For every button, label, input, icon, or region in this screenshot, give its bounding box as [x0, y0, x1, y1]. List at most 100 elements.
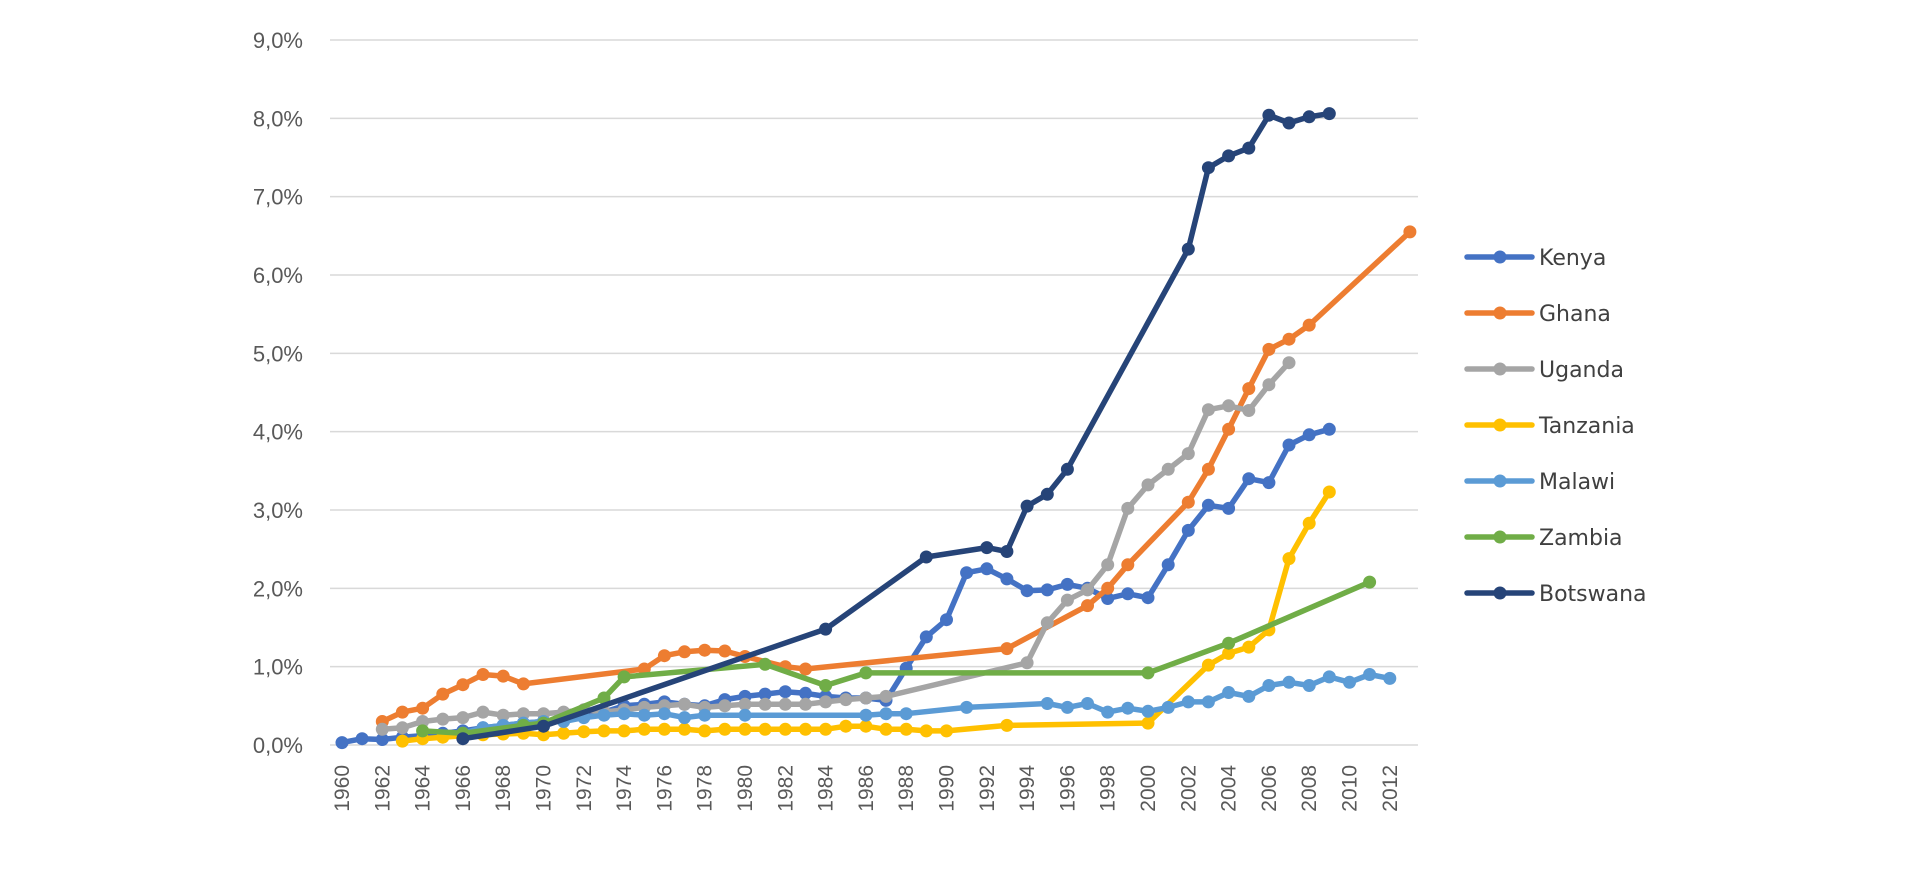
x-tick-label: 1960	[331, 765, 354, 812]
data-point-zambia	[1363, 575, 1377, 589]
data-point-uganda	[516, 707, 530, 721]
data-point-kenya	[1020, 584, 1034, 598]
gridlines	[330, 39, 1418, 746]
x-tick-label: 1990	[936, 765, 959, 812]
data-point-kenya	[758, 687, 772, 701]
legend-marker-ghana	[1493, 306, 1507, 320]
data-point-tanzania	[637, 722, 651, 736]
data-point-tanzania	[1302, 516, 1316, 530]
data-point-kenya	[960, 566, 974, 580]
data-point-uganda	[395, 721, 409, 735]
data-point-malawi	[879, 707, 893, 721]
y-tick-label: 9,0%	[253, 28, 303, 53]
data-point-kenya	[940, 613, 953, 627]
x-tick-label: 1966	[452, 765, 475, 812]
data-point-malawi	[1322, 670, 1336, 684]
data-point-uganda	[1081, 583, 1094, 597]
data-point-tanzania	[879, 722, 893, 736]
data-point-botswana	[1282, 116, 1296, 130]
data-point-uganda	[1101, 558, 1115, 572]
series-line-uganda	[379, 359, 1292, 733]
data-point-tanzania	[859, 719, 873, 733]
series-line-ghana	[379, 229, 1413, 725]
data-point-botswana	[1262, 108, 1276, 122]
data-point-uganda	[496, 708, 510, 722]
y-tick-label: 8,0%	[253, 106, 303, 131]
data-point-tanzania	[718, 722, 732, 736]
data-point-zambia	[1222, 636, 1236, 650]
data-point-botswana	[1020, 499, 1034, 513]
y-tick-label: 7,0%	[253, 185, 303, 210]
x-tick-label: 2010	[1339, 765, 1362, 812]
data-point-uganda	[1262, 378, 1276, 392]
data-point-tanzania	[657, 722, 671, 736]
data-point-tanzania	[778, 722, 792, 736]
data-point-kenya	[919, 630, 933, 644]
data-point-kenya	[1161, 558, 1175, 572]
legend-marker-uganda	[1493, 362, 1507, 376]
data-point-botswana	[980, 541, 994, 555]
data-point-ghana	[456, 678, 470, 692]
data-point-ghana	[436, 687, 450, 701]
data-point-tanzania	[557, 726, 571, 740]
data-point-uganda	[1141, 478, 1155, 492]
legend-label-malawi: Malawi	[1539, 470, 1615, 495]
data-point-uganda	[1201, 403, 1215, 417]
series-lines	[335, 107, 1417, 750]
data-point-ghana	[1282, 332, 1296, 346]
data-point-botswana	[1181, 242, 1195, 256]
data-point-tanzania	[617, 724, 631, 738]
data-point-malawi	[1222, 686, 1236, 699]
data-point-zambia	[819, 679, 833, 692]
legend-marker-zambia	[1493, 530, 1507, 544]
data-point-malawi	[698, 708, 712, 722]
legend-label-uganda: Uganda	[1539, 358, 1624, 383]
x-tick-label: 1964	[412, 765, 435, 812]
x-tick-label: 1998	[1097, 765, 1120, 812]
legend-label-ghana: Ghana	[1539, 302, 1611, 327]
x-tick-label: 1978	[694, 765, 717, 812]
y-tick-label: 2,0%	[253, 576, 303, 601]
data-point-botswana	[1242, 141, 1256, 155]
legend-marker-botswana	[1493, 586, 1507, 600]
data-point-kenya	[1262, 476, 1276, 490]
data-point-kenya	[1101, 592, 1115, 605]
series-line-zambia	[419, 579, 1373, 737]
data-point-malawi	[1363, 668, 1377, 681]
data-point-ghana	[416, 701, 430, 715]
data-point-botswana	[819, 622, 833, 636]
data-point-uganda	[1121, 501, 1135, 515]
y-tick-label: 1,0%	[253, 655, 303, 680]
data-point-malawi	[1060, 700, 1074, 714]
data-point-kenya	[1121, 587, 1135, 601]
data-point-ghana	[657, 649, 671, 663]
data-point-malawi	[1282, 675, 1296, 689]
data-point-ghana	[718, 644, 732, 658]
data-point-tanzania	[1201, 658, 1215, 672]
data-point-malawi	[678, 711, 691, 725]
data-point-uganda	[678, 697, 691, 711]
data-point-tanzania	[819, 722, 833, 736]
x-tick-label: 1988	[895, 765, 918, 812]
data-point-botswana	[1060, 462, 1074, 476]
x-tick-label: 1994	[1016, 765, 1039, 812]
data-point-malawi	[1121, 701, 1135, 715]
data-point-tanzania	[1242, 640, 1256, 654]
data-point-ghana	[1101, 581, 1115, 595]
data-point-uganda	[1181, 447, 1195, 461]
data-point-ghana	[698, 643, 712, 657]
data-point-ghana	[1201, 462, 1215, 476]
y-tick-label: 5,0%	[253, 341, 303, 366]
data-point-botswana	[1000, 545, 1014, 558]
data-point-botswana	[919, 550, 933, 564]
x-tick-label: 1968	[492, 765, 515, 812]
y-tick-label: 0,0%	[253, 733, 303, 758]
data-point-uganda	[859, 691, 873, 705]
legend-marker-kenya	[1493, 250, 1507, 264]
x-axis-ticks: 1960 1962 1964 1966 1968 1970 1972 1974 1976 1978…	[331, 765, 1402, 812]
data-point-uganda	[718, 699, 732, 713]
data-point-kenya	[1181, 523, 1195, 537]
data-point-zambia	[416, 724, 430, 738]
legend-label-tanzania: Tanzania	[1538, 414, 1635, 439]
data-point-botswana	[1222, 149, 1236, 163]
